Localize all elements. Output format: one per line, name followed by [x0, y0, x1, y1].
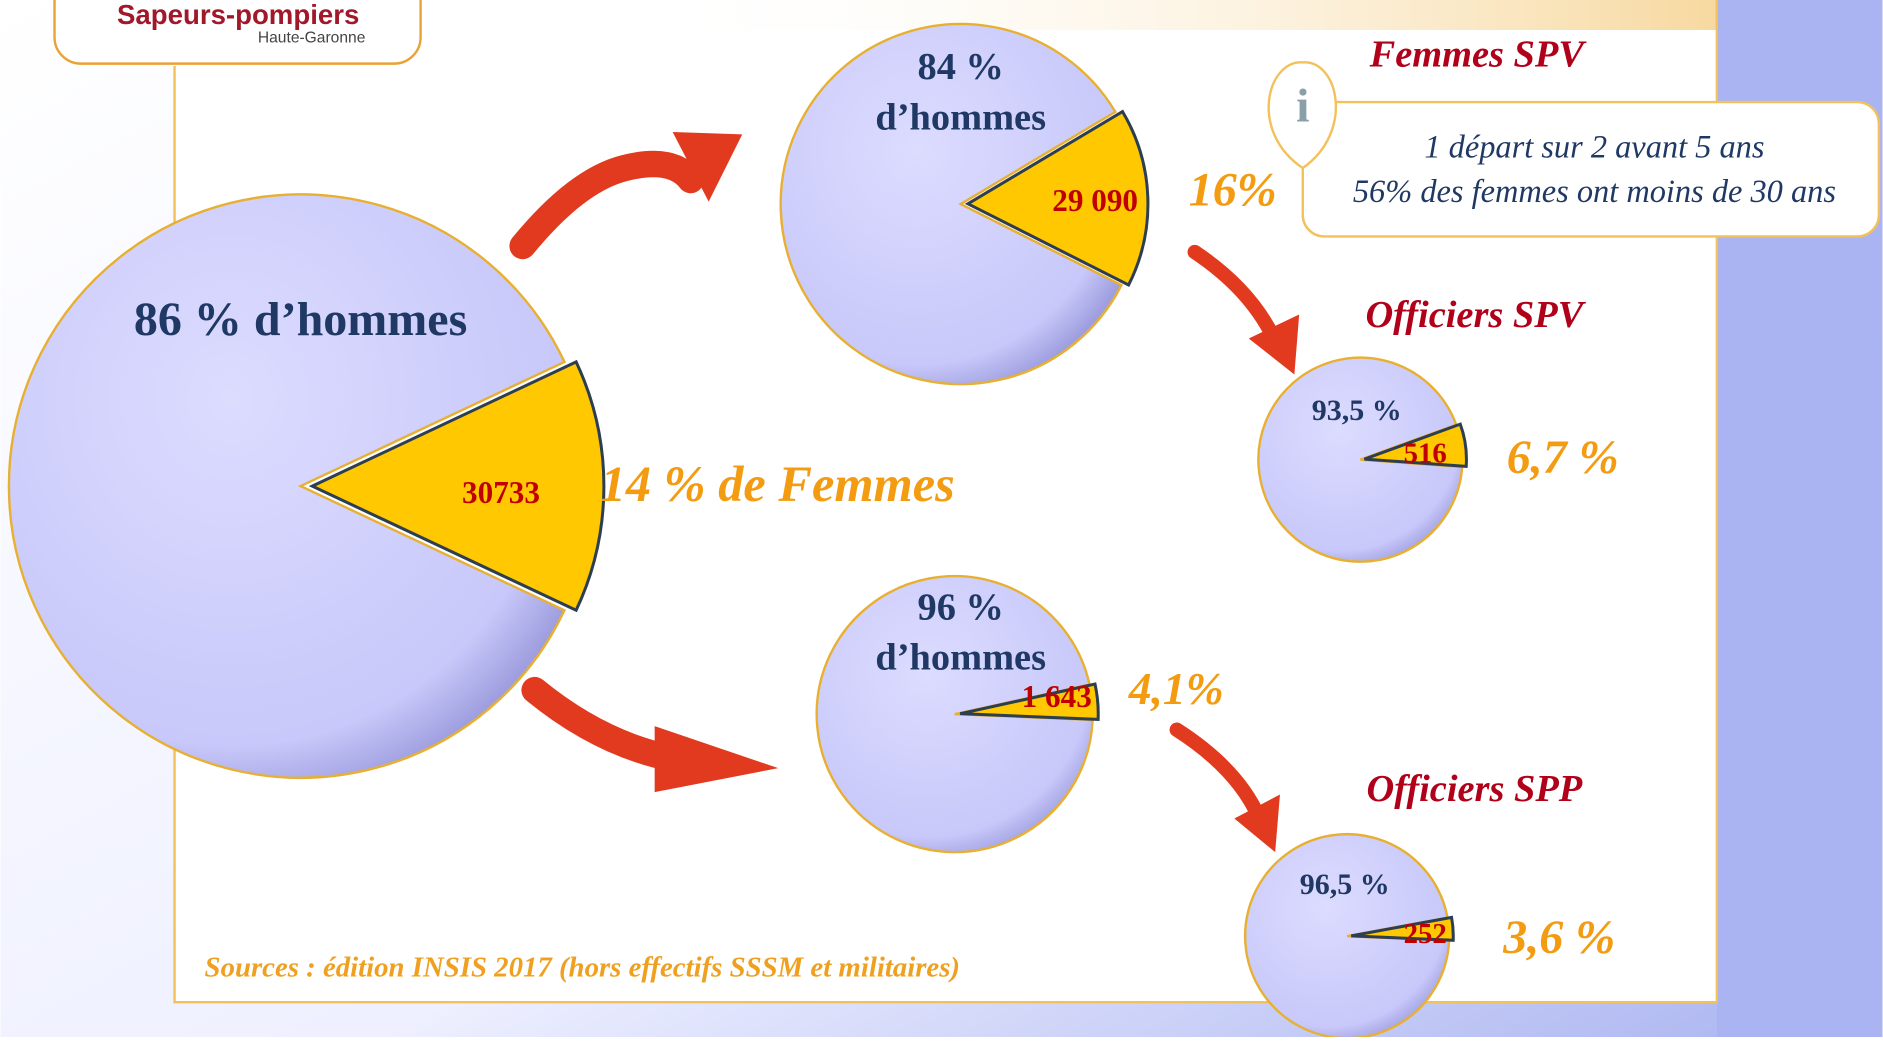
men-label: 86 % d’hommes [133, 291, 468, 346]
top-strip [624, 0, 1717, 31]
logo-name: Sapeurs-pompiers [117, 0, 359, 30]
men-label-box: 84 % d’hommes [875, 44, 1047, 138]
info-icon [1267, 61, 1337, 170]
arrow-heads [654, 132, 1300, 853]
pie-slice [308, 359, 606, 613]
pie-slice [1363, 422, 1468, 468]
arrow-head [672, 132, 743, 202]
arrow-head [1248, 314, 1300, 375]
pie-title: Officiers SPV [1365, 294, 1586, 336]
logo-region: Haute-Garonne [258, 30, 366, 47]
pie-slice [964, 109, 1150, 287]
count-label: 1 643 [1022, 679, 1092, 714]
info-box [1301, 100, 1881, 238]
arrow-head [654, 726, 779, 793]
arrow [1187, 244, 1280, 344]
count-label: 252 [1404, 918, 1447, 950]
women-label: 3,6 % [1502, 911, 1615, 964]
women-label: 4,1% [1128, 663, 1224, 714]
men-label: 84 % d’hommes [875, 44, 1047, 138]
pie-slice [1350, 915, 1455, 942]
count-label: 516 [1404, 438, 1447, 470]
arrow [509, 150, 704, 260]
pie-slice [815, 574, 1094, 854]
pie-slice [779, 22, 1124, 386]
arrow [1169, 722, 1266, 824]
source: Sources : édition INSIS 2017 (hors effec… [205, 951, 960, 983]
men-label-box: 96 % d’hommes [875, 584, 1047, 678]
pie-slice [1243, 832, 1451, 1040]
men-label-box: 93,5 % [1311, 394, 1402, 428]
count-label: 29 090 [1052, 183, 1138, 218]
arrow-head [1234, 794, 1280, 853]
logo-box [53, 0, 422, 65]
men-label: 96,5 % [1299, 868, 1390, 902]
women-label: 6,7 % [1507, 431, 1619, 484]
men-label: 96 % d’hommes [875, 584, 1047, 678]
info-line: 56% des femmes ont moins de 30 ans [1353, 174, 1836, 210]
women-label: 14 % de Femmes [601, 456, 955, 512]
women-label: 16% [1189, 163, 1277, 216]
pie-slice [7, 193, 567, 779]
pie-slice [1257, 356, 1464, 563]
pie-slice [959, 682, 1100, 721]
pie-title: Femmes SPV [1369, 33, 1588, 75]
men-label: 93,5 % [1311, 394, 1402, 428]
count-label: 30733 [462, 475, 540, 510]
info-line: 1 départ sur 2 avant 5 ans [1424, 129, 1764, 165]
men-label-box: 96,5 % [1299, 868, 1390, 902]
pie-title: Officiers SPP [1367, 768, 1583, 810]
info-icon-letter: i [1296, 79, 1309, 132]
men-label-box: 86 % d’hommes [133, 291, 468, 346]
